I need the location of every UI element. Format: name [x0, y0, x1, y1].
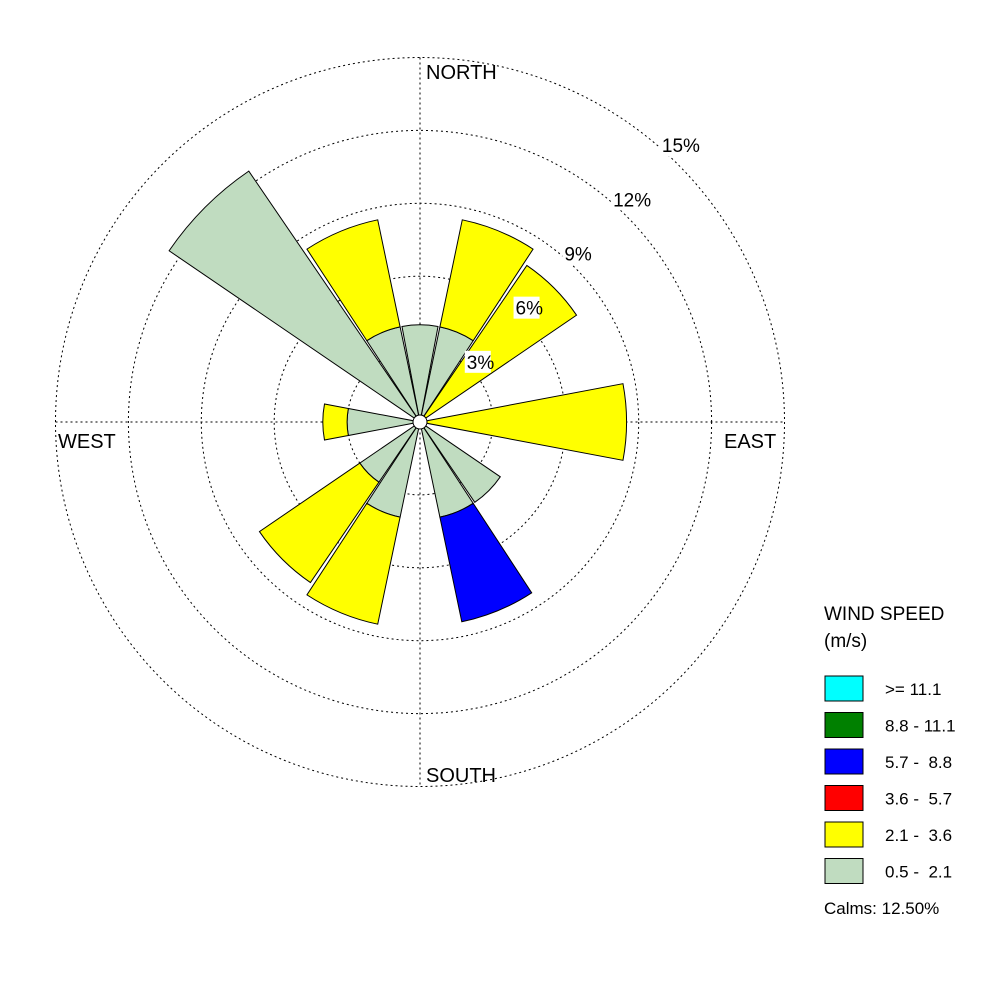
ring-label-text: 3%	[467, 353, 495, 374]
ring-label-text: 9%	[564, 244, 592, 265]
legend-items: >= 11.1 8.8 - 11.1 5.7 - 8.8 3.6 - 5.7 2.1 -…	[824, 675, 956, 884]
petal-sse-5.7_8.8	[439, 502, 533, 623]
legend-item: 0.5 - 2.1	[824, 858, 952, 884]
ring-label-1: 3%	[464, 350, 495, 374]
legend-label: 2.1 - 3.6	[885, 826, 952, 845]
legend-label: 3.6 - 5.7	[885, 790, 952, 809]
petal-ssw-2.1_3.6	[306, 502, 401, 625]
ring-label-3: 9%	[562, 242, 592, 265]
legend-label: >= 11.1	[885, 680, 941, 699]
legend-calms: Calms: 12.50%	[824, 899, 939, 918]
petal-nne-2.1_3.6	[439, 219, 534, 342]
ring-label-5: 15%	[659, 134, 700, 157]
ring-label-bg	[562, 242, 589, 265]
petals	[168, 170, 627, 625]
legend-label: 5.7 - 8.8	[885, 753, 952, 772]
legend-item: 5.7 - 8.8	[824, 748, 952, 775]
ring-label-bg	[611, 188, 649, 211]
ring-label-4: 12%	[611, 188, 651, 211]
legend-label: 8.8 - 11.1	[885, 717, 956, 736]
legend-swatch	[824, 821, 864, 848]
calm-circle	[412, 414, 428, 430]
direction-label-west: WEST	[58, 431, 116, 453]
legend-swatch	[824, 712, 864, 738]
petal-w-0.5_2.1	[346, 407, 414, 437]
legend-swatch	[824, 785, 864, 811]
legend-unit: (m/s)	[824, 631, 867, 652]
legend-item: >= 11.1	[824, 675, 941, 702]
legend: WIND SPEED (m/s) >= 11.1 8.8 - 11.1 5.7 - …	[824, 604, 956, 918]
direction-label-north: NORTH	[426, 62, 497, 84]
ring-label-text: 6%	[516, 299, 544, 320]
legend-item: 3.6 - 5.7	[824, 785, 952, 811]
petal-w-2.1_3.6	[322, 403, 349, 441]
legend-item: 8.8 - 11.1	[824, 712, 956, 738]
ring-label-bg	[513, 296, 540, 319]
ring-label-bg	[659, 134, 697, 157]
legend-swatch	[824, 748, 864, 775]
petal-nnw-2.1_3.6	[306, 219, 401, 342]
grid-axes	[55, 57, 785, 787]
legend-label: 0.5 - 2.1	[885, 863, 952, 882]
direction-label-south: SOUTH	[426, 765, 496, 787]
ring-label-text: 12%	[613, 190, 651, 211]
ring-label-2: 6%	[513, 296, 544, 320]
ring-label-bg	[464, 350, 491, 373]
legend-item: 2.1 - 3.6	[824, 821, 952, 848]
ring-label-text: 15%	[662, 136, 700, 157]
ring-labels: 3% 6% 9% 12% 15%	[464, 134, 700, 374]
legend-swatch	[824, 858, 864, 884]
petal-sw-2.1_3.6	[258, 462, 380, 584]
legend-swatch	[824, 675, 864, 702]
legend-title: WIND SPEED	[824, 604, 944, 625]
direction-label-east: EAST	[724, 431, 776, 453]
